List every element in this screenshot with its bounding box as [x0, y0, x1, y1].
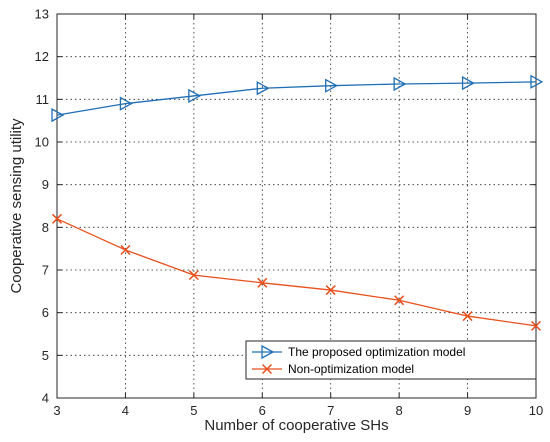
legend-marker-shape-stroke [261, 363, 273, 375]
x-tick-label: 5 [190, 403, 197, 418]
data-point-marker [188, 88, 202, 104]
data-point-marker [119, 96, 133, 111]
legend-marker-shape [261, 344, 275, 360]
data-point-marker-stroke [257, 277, 268, 288]
y-tick-label: 12 [35, 49, 49, 64]
x-tick-label: 8 [396, 403, 403, 418]
legend-marker-proposed [261, 344, 275, 360]
y-tick-label: 8 [42, 220, 49, 235]
legend-box [245, 340, 537, 380]
y-tick-label: 7 [42, 263, 49, 278]
data-point-marker-stroke [188, 270, 199, 281]
series [51, 74, 544, 331]
data-point-marker [120, 244, 131, 255]
y-tick-label: 9 [42, 177, 49, 192]
series-line-0 [56, 81, 537, 116]
x-tick-label: 6 [259, 403, 266, 418]
y-axis-label: Cooperative sensing utility [8, 118, 25, 294]
series-line-1 [56, 218, 537, 327]
x-tick-label: 3 [53, 403, 60, 418]
y-tick-label: 5 [42, 348, 49, 363]
data-point-marker [51, 213, 63, 224]
x-tick-label: 9 [464, 403, 471, 418]
x-tick-label: 7 [327, 403, 334, 418]
x-tick-label: 4 [122, 403, 129, 418]
legend-marker-non-optimization [261, 363, 273, 375]
data-point-marker-stroke [394, 295, 405, 306]
data-point-marker [51, 108, 65, 123]
data-point-marker-stroke [120, 244, 131, 255]
data-point-marker [530, 320, 542, 331]
legend-marker-shape [261, 363, 273, 375]
data-point-marker [325, 78, 339, 93]
data-point-marker [394, 295, 405, 306]
x-tick-label: 10 [529, 403, 543, 418]
data-point-marker [461, 76, 475, 91]
y-tick-label: 11 [36, 92, 50, 107]
legend: The proposed optimization model Non-opti… [245, 340, 537, 380]
data-point-marker [325, 285, 336, 296]
data-point-marker [257, 277, 268, 288]
data-point-marker [256, 81, 270, 96]
data-point-marker-stroke [51, 213, 63, 224]
y-tick-label: 13 [35, 7, 49, 22]
y-tick-label: 6 [42, 305, 49, 320]
data-point-marker [530, 74, 544, 89]
y-tick-label: 4 [42, 391, 49, 406]
data-point-marker-stroke [462, 311, 473, 322]
data-point-marker-stroke [325, 285, 336, 296]
data-point-marker-stroke [530, 320, 542, 331]
data-point-marker [393, 76, 407, 92]
y-tick-label: 10 [35, 135, 49, 150]
legend-label-proposed: The proposed optimization model [288, 345, 465, 359]
plot-frame [56, 13, 537, 399]
legend-label-non-optimization: Non-optimization model [288, 362, 414, 376]
data-point-marker [188, 270, 199, 281]
data-point-marker [462, 311, 473, 322]
x-axis-label: Number of cooperative SHs [204, 417, 388, 434]
grid [57, 14, 536, 398]
